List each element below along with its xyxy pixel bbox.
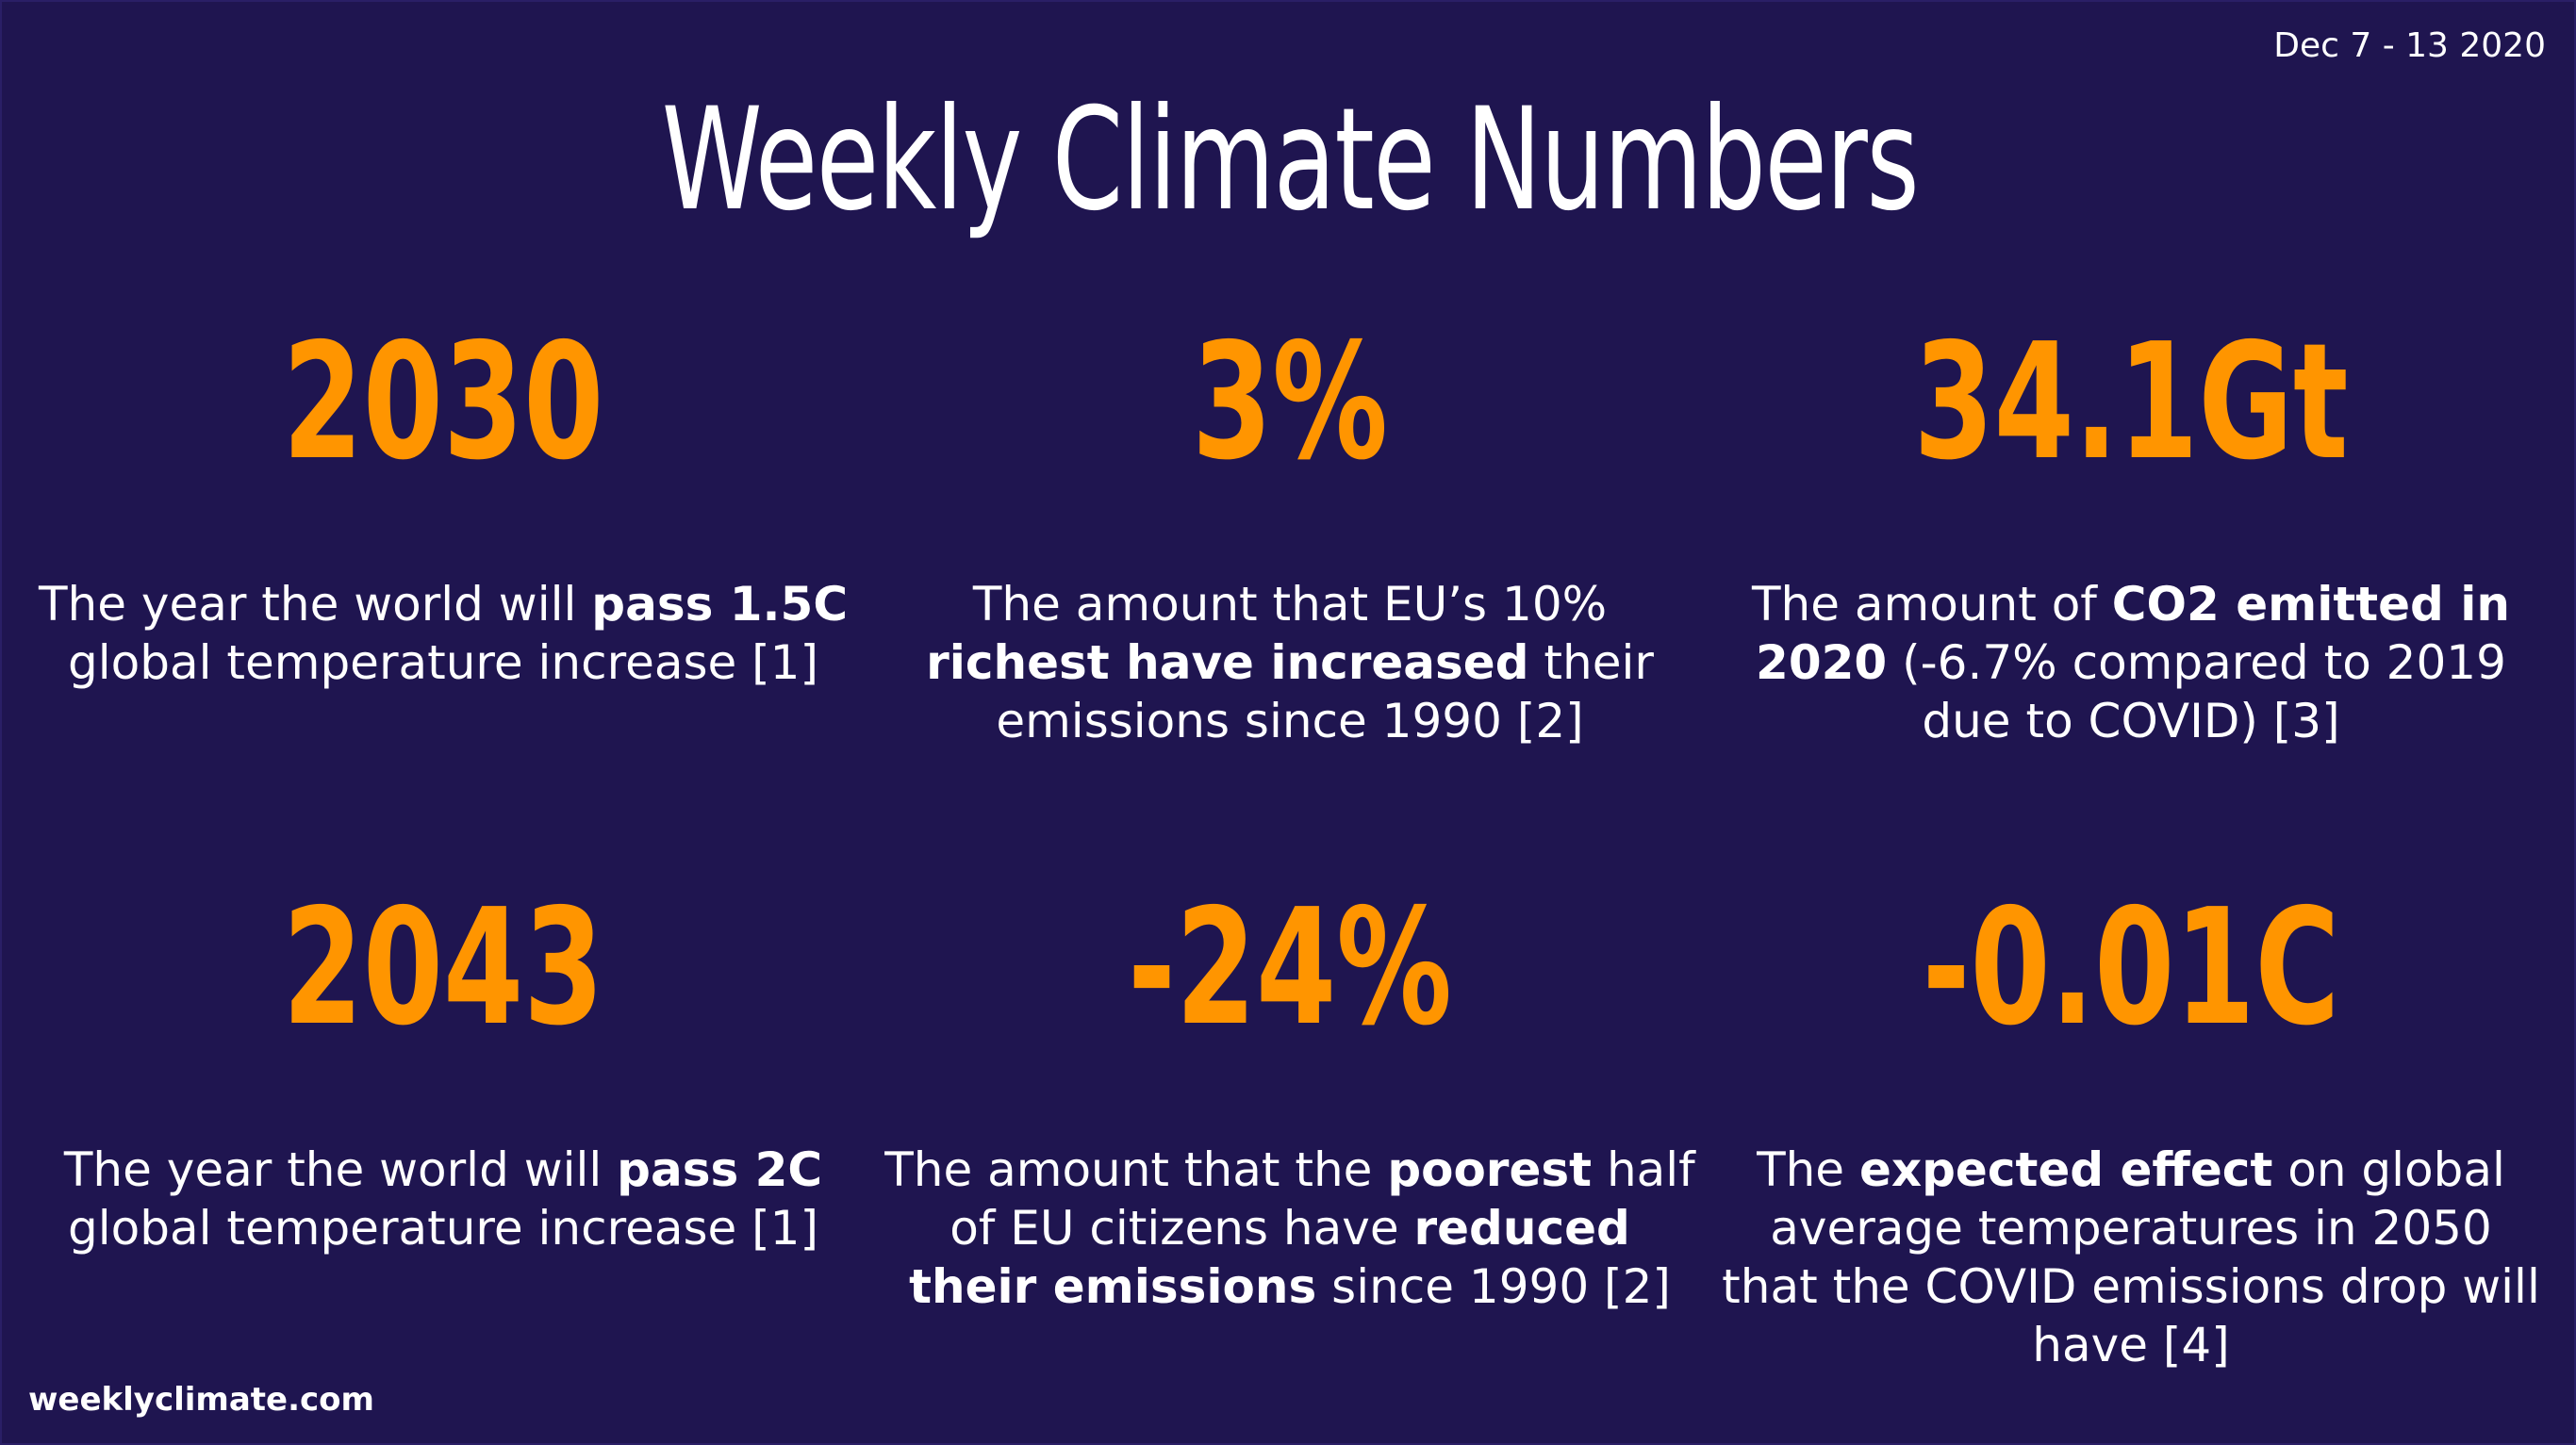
desc-text: global temperature increase [1] bbox=[67, 1201, 819, 1256]
desc-text-bold: expected effect bbox=[1858, 1142, 2273, 1197]
desc-text: on global average temperatures in 2050 t… bbox=[1722, 1142, 2540, 1372]
stat-card: 3% The amount that EU’s 10% richest have… bbox=[880, 313, 1700, 750]
stat-description: The expected effect on global average te… bbox=[1721, 1141, 2541, 1374]
desc-text-bold: poorest bbox=[1387, 1142, 1593, 1197]
stat-description: The amount that the poorest half of EU c… bbox=[880, 1141, 1700, 1316]
stat-description: The year the world will pass 1.5C global… bbox=[33, 575, 853, 692]
stat-description: The year the world will pass 2C global t… bbox=[33, 1141, 853, 1257]
stat-description: The amount of CO2 emitted in 2020 (-6.7%… bbox=[1721, 575, 2541, 750]
stat-card: 34.1Gt The amount of CO2 emitted in 2020… bbox=[1721, 313, 2541, 750]
stat-value: 34.1Gt bbox=[1913, 309, 2349, 496]
stat-card: -0.01C The expected effect on global ave… bbox=[1721, 878, 2541, 1374]
desc-text-bold: CO2 emitted in 2020 bbox=[1756, 577, 2510, 690]
desc-text: global temperature increase [1] bbox=[67, 635, 819, 690]
desc-text: The amount that EU’s 10% bbox=[972, 577, 1608, 632]
stat-card: -24% The amount that the poorest half of… bbox=[880, 878, 1700, 1316]
desc-text: The amount that the bbox=[884, 1142, 1388, 1197]
desc-text: The bbox=[1757, 1142, 1859, 1197]
stat-card: 2030 The year the world will pass 1.5C g… bbox=[33, 313, 853, 692]
desc-text-bold: reduced their emissions bbox=[909, 1201, 1630, 1314]
footer-site-link[interactable]: weeklyclimate.com bbox=[28, 1381, 374, 1419]
stat-description: The amount that EU’s 10% richest have in… bbox=[880, 575, 1700, 750]
desc-text: half of EU citizens have bbox=[949, 1142, 1695, 1256]
stat-value: -24% bbox=[1128, 875, 1452, 1061]
stat-card: 2043 The year the world will pass 2C glo… bbox=[33, 878, 853, 1257]
desc-text: The year the world will bbox=[38, 577, 592, 632]
desc-text: The year the world will bbox=[63, 1142, 618, 1197]
desc-text: (-6.7% compared to 2019 due to COVID) [3… bbox=[1887, 635, 2506, 748]
stat-value: 3% bbox=[1192, 309, 1388, 496]
desc-text: their emissions since 1990 [2] bbox=[996, 635, 1654, 748]
desc-text: since 1990 [2] bbox=[1316, 1259, 1671, 1314]
desc-text: The amount of bbox=[1752, 577, 2112, 632]
page-title: Weekly Climate Numbers bbox=[661, 78, 1920, 242]
stat-value: -0.01C bbox=[1922, 875, 2340, 1061]
stat-value: 2043 bbox=[282, 875, 604, 1061]
desc-text-bold: pass 2C bbox=[617, 1142, 823, 1197]
stat-value: 2030 bbox=[282, 309, 604, 496]
desc-text-bold: pass 1.5C bbox=[591, 577, 849, 632]
desc-text-bold: richest have increased bbox=[926, 635, 1529, 690]
date-range: Dec 7 - 13 2020 bbox=[2273, 26, 2546, 65]
